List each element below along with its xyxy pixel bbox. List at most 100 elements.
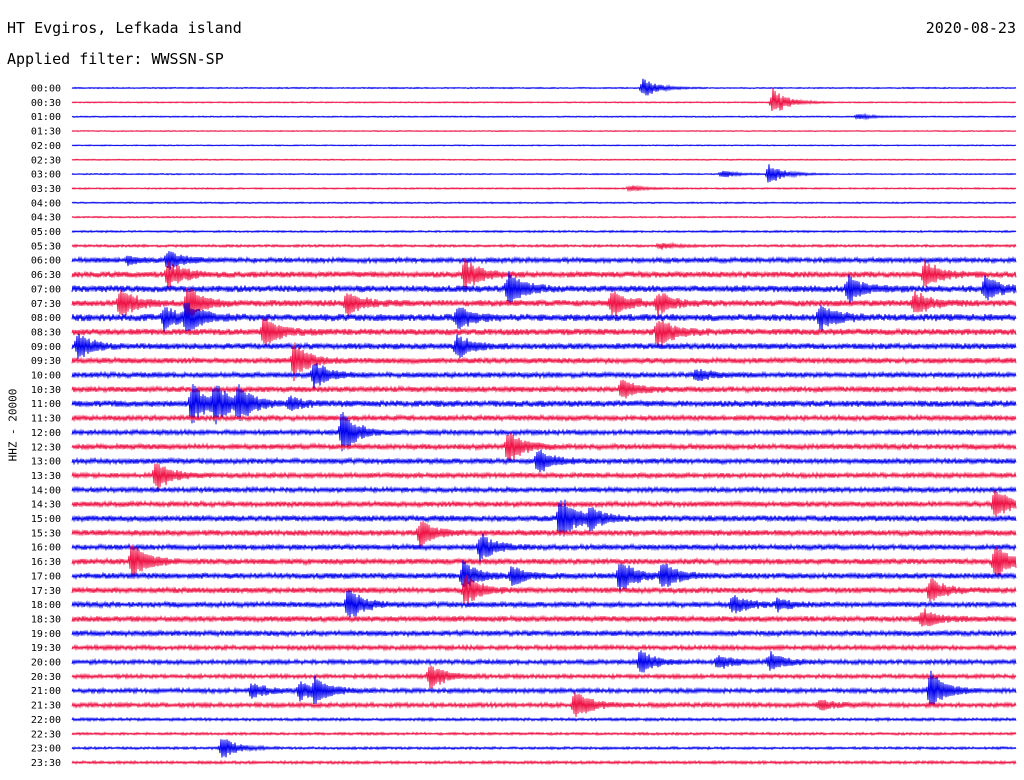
trace-line xyxy=(71,731,1017,737)
filter-label: Applied filter: WWSSN-SP xyxy=(7,50,224,68)
time-label: 01:30 xyxy=(31,127,61,138)
trace-line xyxy=(71,628,1017,638)
trace-line xyxy=(71,544,1017,579)
trace-line xyxy=(71,302,1017,333)
time-label: 05:00 xyxy=(31,227,61,238)
time-label: 16:30 xyxy=(31,557,61,568)
time-label: 17:30 xyxy=(31,586,61,597)
trace-line xyxy=(71,716,1017,723)
trace-line xyxy=(71,432,1017,462)
seismic-traces xyxy=(71,78,1017,766)
time-label: 18:30 xyxy=(31,614,61,625)
time-label: 06:00 xyxy=(31,256,61,267)
time-label: 02:00 xyxy=(31,141,61,152)
trace-line xyxy=(71,201,1017,205)
trace-line xyxy=(71,184,1017,193)
time-label: 18:00 xyxy=(31,600,61,611)
time-label: 14:30 xyxy=(31,500,61,511)
time-label: 22:30 xyxy=(31,729,61,740)
trace-line xyxy=(71,333,1017,359)
trace-line xyxy=(71,384,1017,425)
time-label: 11:30 xyxy=(31,414,61,425)
trace-line xyxy=(71,590,1017,618)
time-label: 10:00 xyxy=(31,371,61,382)
time-label: 10:30 xyxy=(31,385,61,396)
time-label: 14:00 xyxy=(31,485,61,496)
time-label: 17:00 xyxy=(31,571,61,582)
time-label: 03:00 xyxy=(31,170,61,181)
time-label: 04:00 xyxy=(31,198,61,209)
trace-line xyxy=(71,463,1017,491)
time-label: 21:30 xyxy=(31,701,61,712)
trace-line xyxy=(71,665,1017,689)
trace-line xyxy=(71,271,1017,305)
time-label: 13:00 xyxy=(31,457,61,468)
trace-line xyxy=(71,521,1017,549)
trace-line xyxy=(71,164,1017,183)
time-label: 02:30 xyxy=(31,155,61,166)
date-label: 2020-08-23 xyxy=(925,19,1016,37)
trace-line xyxy=(71,739,1017,758)
time-label: 08:30 xyxy=(31,327,61,338)
time-label: 09:00 xyxy=(31,342,61,353)
trace-line xyxy=(71,251,1017,270)
station-title: HT Evgiros, Lefkada island xyxy=(7,19,242,37)
time-label: 08:00 xyxy=(31,313,61,324)
trace-line xyxy=(71,692,1017,717)
trace-line xyxy=(71,608,1017,627)
time-label: 00:00 xyxy=(31,84,61,95)
trace-line xyxy=(71,643,1017,652)
trace-line xyxy=(71,490,1017,517)
trace-line xyxy=(71,670,1017,707)
trace-line xyxy=(71,258,1017,291)
time-label: 15:00 xyxy=(31,514,61,525)
time-label: 22:00 xyxy=(31,715,61,726)
trace-line xyxy=(71,485,1017,495)
time-label: 12:30 xyxy=(31,442,61,453)
trace-line xyxy=(71,379,1017,399)
time-label: 21:00 xyxy=(31,686,61,697)
trace-line xyxy=(71,317,1017,348)
trace-line xyxy=(71,112,1017,121)
trace-line xyxy=(71,499,1017,537)
time-label: 23:00 xyxy=(31,744,61,755)
time-labels: 00:00 00:30 01:00 01:30 02:00 02:30 03:00 03:30… xyxy=(31,84,61,769)
trace-line xyxy=(71,363,1017,390)
trace-line xyxy=(71,88,1017,112)
trace-line xyxy=(71,241,1017,250)
time-label: 07:30 xyxy=(31,299,61,310)
trace-line xyxy=(71,759,1017,766)
trace-line xyxy=(71,413,1017,423)
time-label: 19:00 xyxy=(31,629,61,640)
time-label: 04:30 xyxy=(31,213,61,224)
time-label: 11:00 xyxy=(31,399,61,410)
time-label: 03:30 xyxy=(31,184,61,195)
time-label: 15:30 xyxy=(31,528,61,539)
trace-line xyxy=(71,158,1017,162)
trace-line xyxy=(71,449,1017,473)
trace-line xyxy=(71,78,1017,96)
trace-line xyxy=(71,412,1017,452)
time-label: 20:30 xyxy=(31,672,61,683)
time-label: 16:00 xyxy=(31,543,61,554)
trace-line xyxy=(71,229,1017,234)
trace-line xyxy=(71,560,1017,593)
time-label: 13:30 xyxy=(31,471,61,482)
trace-line xyxy=(71,215,1017,219)
time-label: 05:30 xyxy=(31,241,61,252)
trace-line xyxy=(71,574,1017,605)
time-label: 01:00 xyxy=(31,112,61,123)
time-label: 20:00 xyxy=(31,658,61,669)
trace-line xyxy=(71,342,1017,382)
trace-line xyxy=(71,287,1017,320)
time-label: 19:30 xyxy=(31,643,61,654)
trace-line xyxy=(71,650,1017,673)
time-label: 00:30 xyxy=(31,98,61,109)
time-label: 09:30 xyxy=(31,356,61,367)
trace-line xyxy=(71,129,1017,133)
time-label: 12:00 xyxy=(31,428,61,439)
trace-line xyxy=(71,533,1017,562)
time-label: 06:30 xyxy=(31,270,61,281)
